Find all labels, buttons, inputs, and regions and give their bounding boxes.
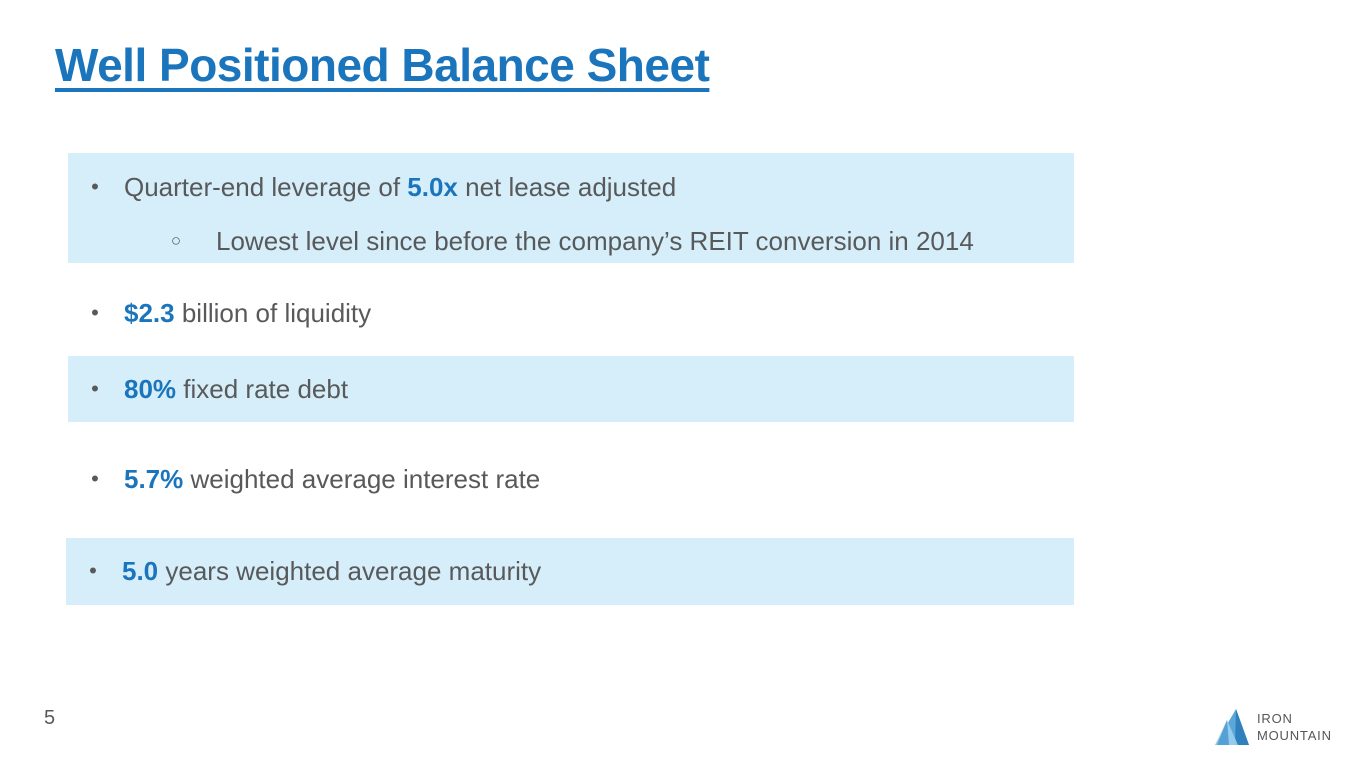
- iron-mountain-logo: IRON MOUNTAIN: [1215, 707, 1332, 747]
- bullet-text: 5.0 years weighted average maturity: [122, 556, 542, 586]
- bullet-icon: •: [89, 558, 97, 583]
- maturity-value: 5.0: [122, 556, 159, 586]
- sub-bullet-icon: ○: [170, 231, 182, 250]
- sub-bullet-row-reit: ○ Lowest level since before the company’…: [168, 224, 974, 258]
- leverage-value: 5.0x: [407, 172, 458, 202]
- mountain-icon: [1215, 709, 1249, 745]
- bullet-text: Quarter-end leverage of 5.0x net lease a…: [124, 172, 677, 202]
- bullet-icon: •: [91, 376, 99, 401]
- highlight-band-fixed-rate: [68, 356, 1074, 422]
- bullet-text: 80% fixed rate debt: [124, 374, 349, 404]
- logo-wordmark: IRON MOUNTAIN: [1257, 710, 1332, 744]
- highlight-band-leverage: [68, 153, 1074, 263]
- bullet-row-leverage: • Quarter-end leverage of 5.0x net lease…: [88, 170, 676, 204]
- bullet-icon: •: [91, 300, 99, 325]
- logo-wordmark-line2: MOUNTAIN: [1257, 728, 1332, 743]
- highlight-band-maturity: [66, 538, 1074, 605]
- page-number: 5: [44, 707, 56, 729]
- slide-title: Well Positioned Balance Sheet: [55, 39, 710, 91]
- sub-bullet-text: Lowest level since before the company’s …: [216, 226, 974, 256]
- bullet-text: $2.3 billion of liquidity: [124, 298, 372, 328]
- bullet-row-liquidity: • $2.3 billion of liquidity: [88, 296, 371, 330]
- bullet-row-maturity: • 5.0 years weighted average maturity: [86, 554, 541, 588]
- bullet-row-fixed-rate: • 80% fixed rate debt: [88, 372, 348, 406]
- bullet-row-interest-rate: • 5.7% weighted average interest rate: [88, 462, 540, 496]
- logo-wordmark-line1: IRON: [1257, 711, 1293, 726]
- bullet-icon: •: [91, 466, 99, 491]
- fixed-rate-value: 80%: [124, 374, 177, 404]
- bullet-text: 5.7% weighted average interest rate: [124, 464, 541, 494]
- liquidity-value: $2.3: [124, 298, 175, 328]
- interest-rate-value: 5.7%: [124, 464, 184, 494]
- bullet-icon: •: [91, 174, 99, 199]
